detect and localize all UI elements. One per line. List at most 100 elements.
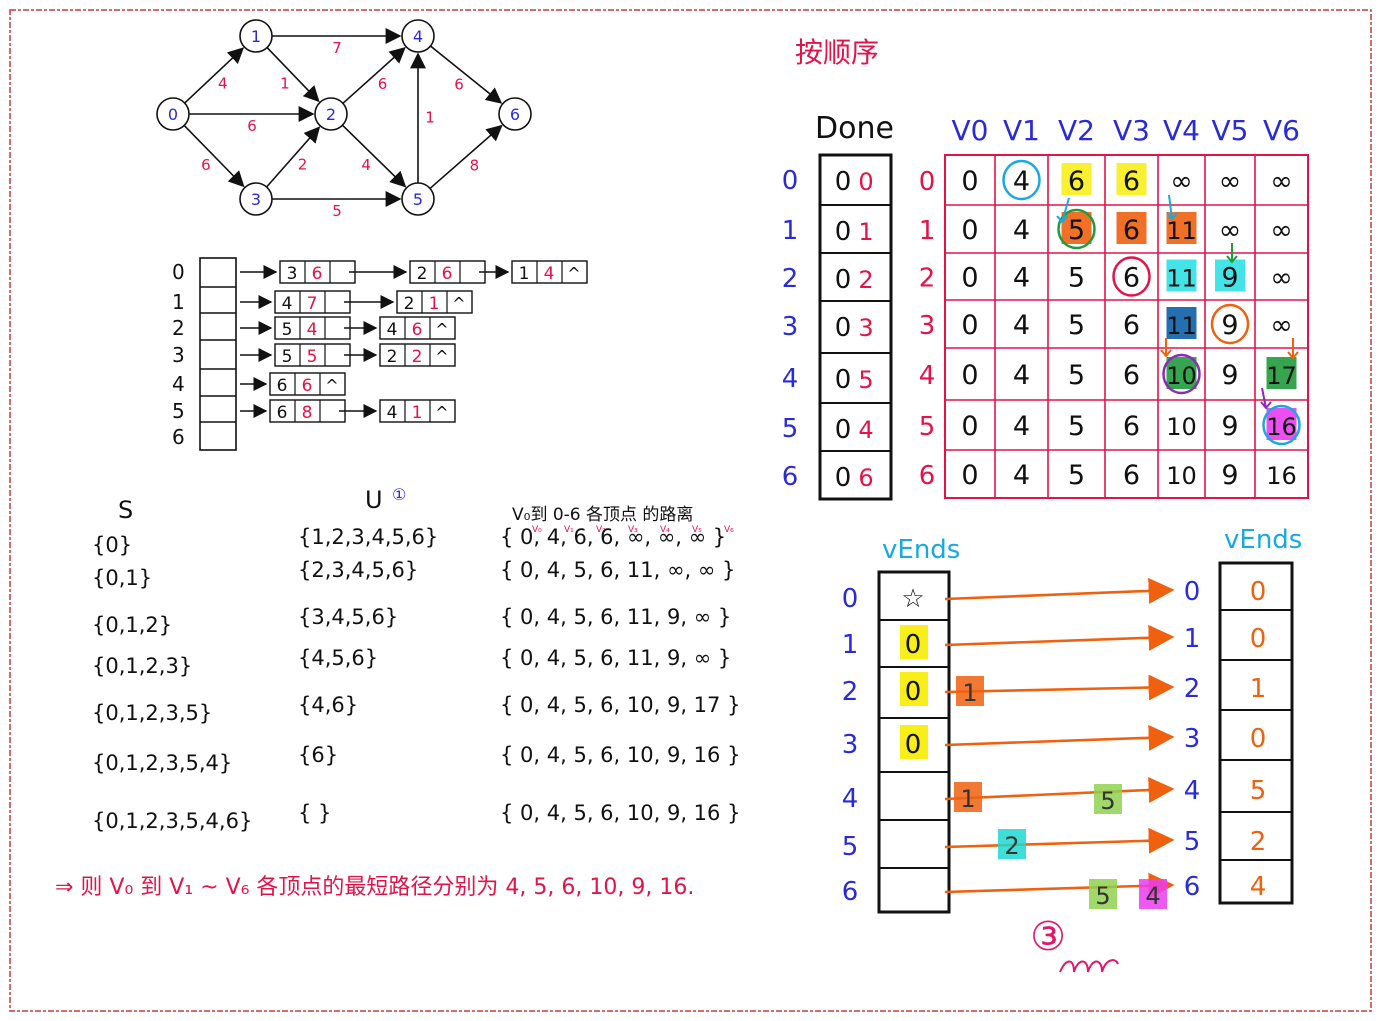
table-cell: 4 [1013,263,1030,294]
table-cell: 5 [1068,360,1085,391]
vends-left-value: 0 [905,730,922,760]
table-cell: 11 [1166,265,1197,293]
dist-row: { 0, 4, 5, 6, 11, ∞, ∞ } [500,558,735,582]
overwrite-patch [954,782,982,812]
table-cell: 6 [1123,360,1140,391]
done-cell-0: 0 [835,365,852,395]
adj-vertex: 5 [282,320,293,340]
vends-left-frame [877,570,951,914]
table-cell: 5 [1068,215,1085,246]
table-cell: 4 [1013,166,1030,197]
cell-circle-mark [1210,303,1250,345]
step-scribble [1059,959,1119,973]
table-cell: 0 [961,263,978,294]
table-cell: 4 [1013,215,1030,246]
dist-row: { 0, 4, 5, 6, 10, 9, 17 } [500,693,740,717]
vends-link-arrow [944,624,1175,651]
adj-vertex: 4 [387,320,398,340]
vends-left-label: 2 [842,677,859,707]
overwrite-patch [1089,879,1117,909]
overwrite-value: 2 [1004,832,1019,860]
adj-weight: 1 [429,294,440,314]
vends-right-label: 3 [1184,724,1201,754]
adj-row-label: 6 [172,425,185,449]
s-row: {0,1,2,3,5,4,6} [92,809,252,833]
graph-node-label: 3 [251,190,261,209]
vends-link-arrow [944,872,1175,899]
conclusion-text: ⇒ 则 V₀ 到 V₁ ~ V₆ 各顶点的最短路径分别为 4, 5, 6, 10… [55,875,694,900]
dist-row: { 0, 4, 5, 6, 10, 9, 16 } [500,743,740,767]
vends-right-label: 1 [1184,624,1201,654]
done-cell-0: 0 [835,415,852,445]
graph-edge [429,45,503,104]
overwrite-value: 1 [962,679,977,707]
update-arrowhead [1287,351,1299,360]
edge-weight-label: 1 [425,109,435,127]
head-array [199,257,237,451]
done-header: Done [815,111,894,146]
edge-weight-label: 4 [361,156,371,174]
done-cell-1: 5 [858,366,873,394]
adj-weight: 6 [302,376,313,396]
done-cell-0: 0 [835,265,852,295]
done-row-label: 3 [782,312,799,342]
graph-edge [341,124,407,188]
adj-weight: 6 [442,264,453,284]
cell-circle-mark [1262,404,1301,446]
done-row-label: 4 [782,364,799,394]
s-row: {0,1,2,3,5,4} [92,751,232,775]
update-arrowhead [1056,215,1068,224]
u-row: {1,2,3,4,5,6} [298,525,438,549]
table-cell: ∞ [1270,215,1293,246]
dist-row: { 0, 4, 5, 6, 11, 9, ∞ } [500,605,731,629]
adjacency-list: 0 3 6 2 6 1 4 ^1 4 7 2 1 ^2 5 4 4 6 ^3 5 5 2 2 ^4 6 6 ^5 6 8 4 1 ^6 [172,257,588,451]
dist-row: { 0, 4, 6, 6, ∞, ∞, ∞ } [500,525,726,549]
adj-weight: 6 [412,320,423,340]
dist-row: { 0, 4, 5, 6, 10, 9, 16 } [500,801,740,825]
vends-right-label: 2 [1184,674,1201,704]
dist-subscript: V₄ [660,525,670,535]
dist-subscript: V₁ [564,525,574,535]
graph-node [239,182,273,216]
cell-highlight [1215,259,1245,292]
adj-row-label: 0 [172,260,185,284]
table-cell: 4 [1013,310,1030,341]
adj-row-label: 5 [172,399,185,423]
update-arrowhead [1166,212,1178,221]
table-cell: 10 [1166,362,1197,390]
table-col-header: V6 [1263,114,1300,147]
table-col-header: V1 [1003,114,1040,147]
adj-weight: 7 [307,294,318,314]
graph-edge [266,46,320,103]
adj-weight: 8 [302,403,313,423]
update-arrow [1061,197,1070,223]
vends-right-label: 0 [1184,577,1201,607]
table-row-label: 3 [919,311,936,341]
done-row-label: 6 [782,462,799,492]
graph-node [498,97,532,131]
table-col-header: V5 [1212,114,1249,147]
vends-right-header: vEnds [1224,525,1302,555]
graph-node [401,19,435,53]
vends-left-label: 4 [842,784,859,814]
table-cell: 0 [961,310,978,341]
u-row: {4,6} [298,693,358,717]
adj-node-box [379,343,456,367]
adj-vertex: 2 [404,294,415,314]
u-row: {2,3,4,5,6} [298,558,418,582]
table-cell: 11 [1166,312,1197,340]
table-cell: 6 [1123,263,1140,294]
done-row-label: 5 [782,414,799,444]
vends-link-arrow [944,577,1175,604]
adj-null: ^ [452,294,465,313]
vends-link-arrow [944,724,1175,751]
adj-node-box [269,372,346,396]
update-arrowhead [1260,401,1272,410]
table-cell: ∞ [1270,166,1293,197]
overwrite-patch [998,829,1026,859]
vends-left-highlight [900,625,928,659]
adj-node-box [379,316,456,340]
table-cell: 6 [1123,166,1140,197]
graph-edge [265,126,321,188]
vends-left-label: 1 [842,630,859,660]
